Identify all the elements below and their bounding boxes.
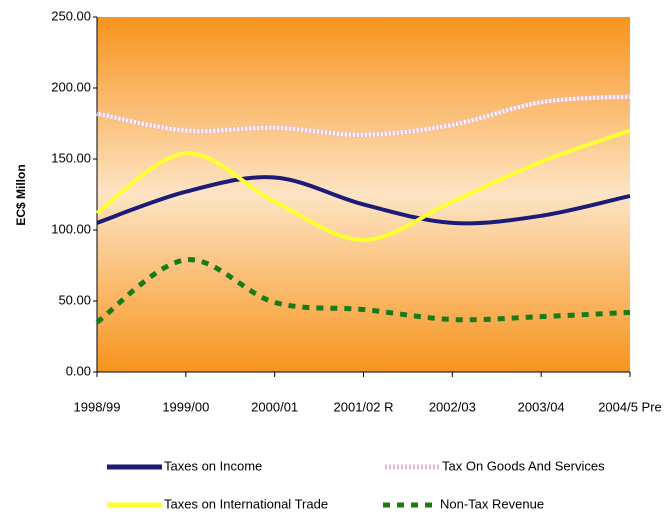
y-tick-label: 150.00 [51, 150, 91, 165]
x-tick-label: 2003/04 [518, 399, 565, 414]
y-axis-label: EC$ Millon [14, 164, 28, 225]
x-tick-label: 1999/00 [162, 399, 209, 414]
y-tick-label: 0.00 [66, 363, 91, 378]
y-tick-label: 250.00 [51, 8, 91, 23]
x-tick-label: 2000/01 [251, 399, 298, 414]
legend-label: Taxes on Income [164, 458, 262, 473]
x-tick-label: 2001/02 R [334, 399, 394, 414]
series-line [96, 175, 631, 226]
legend-label: Taxes on International Trade [164, 496, 328, 511]
y-tick-label: 200.00 [51, 79, 91, 94]
x-tick-label: 1998/99 [74, 399, 121, 414]
x-tick-label: 2004/5 Pre [598, 399, 662, 414]
series-line [95, 128, 631, 242]
y-tick-label: 50.00 [58, 292, 91, 307]
legend-label: Tax On Goods And Services [442, 458, 605, 473]
plot-area [97, 17, 630, 372]
series-line [96, 94, 631, 138]
y-tick-label: 100.00 [51, 221, 91, 236]
legend-label: Non-Tax Revenue [440, 496, 544, 511]
x-tick-label: 2002/03 [429, 399, 476, 414]
series-line [95, 257, 631, 325]
